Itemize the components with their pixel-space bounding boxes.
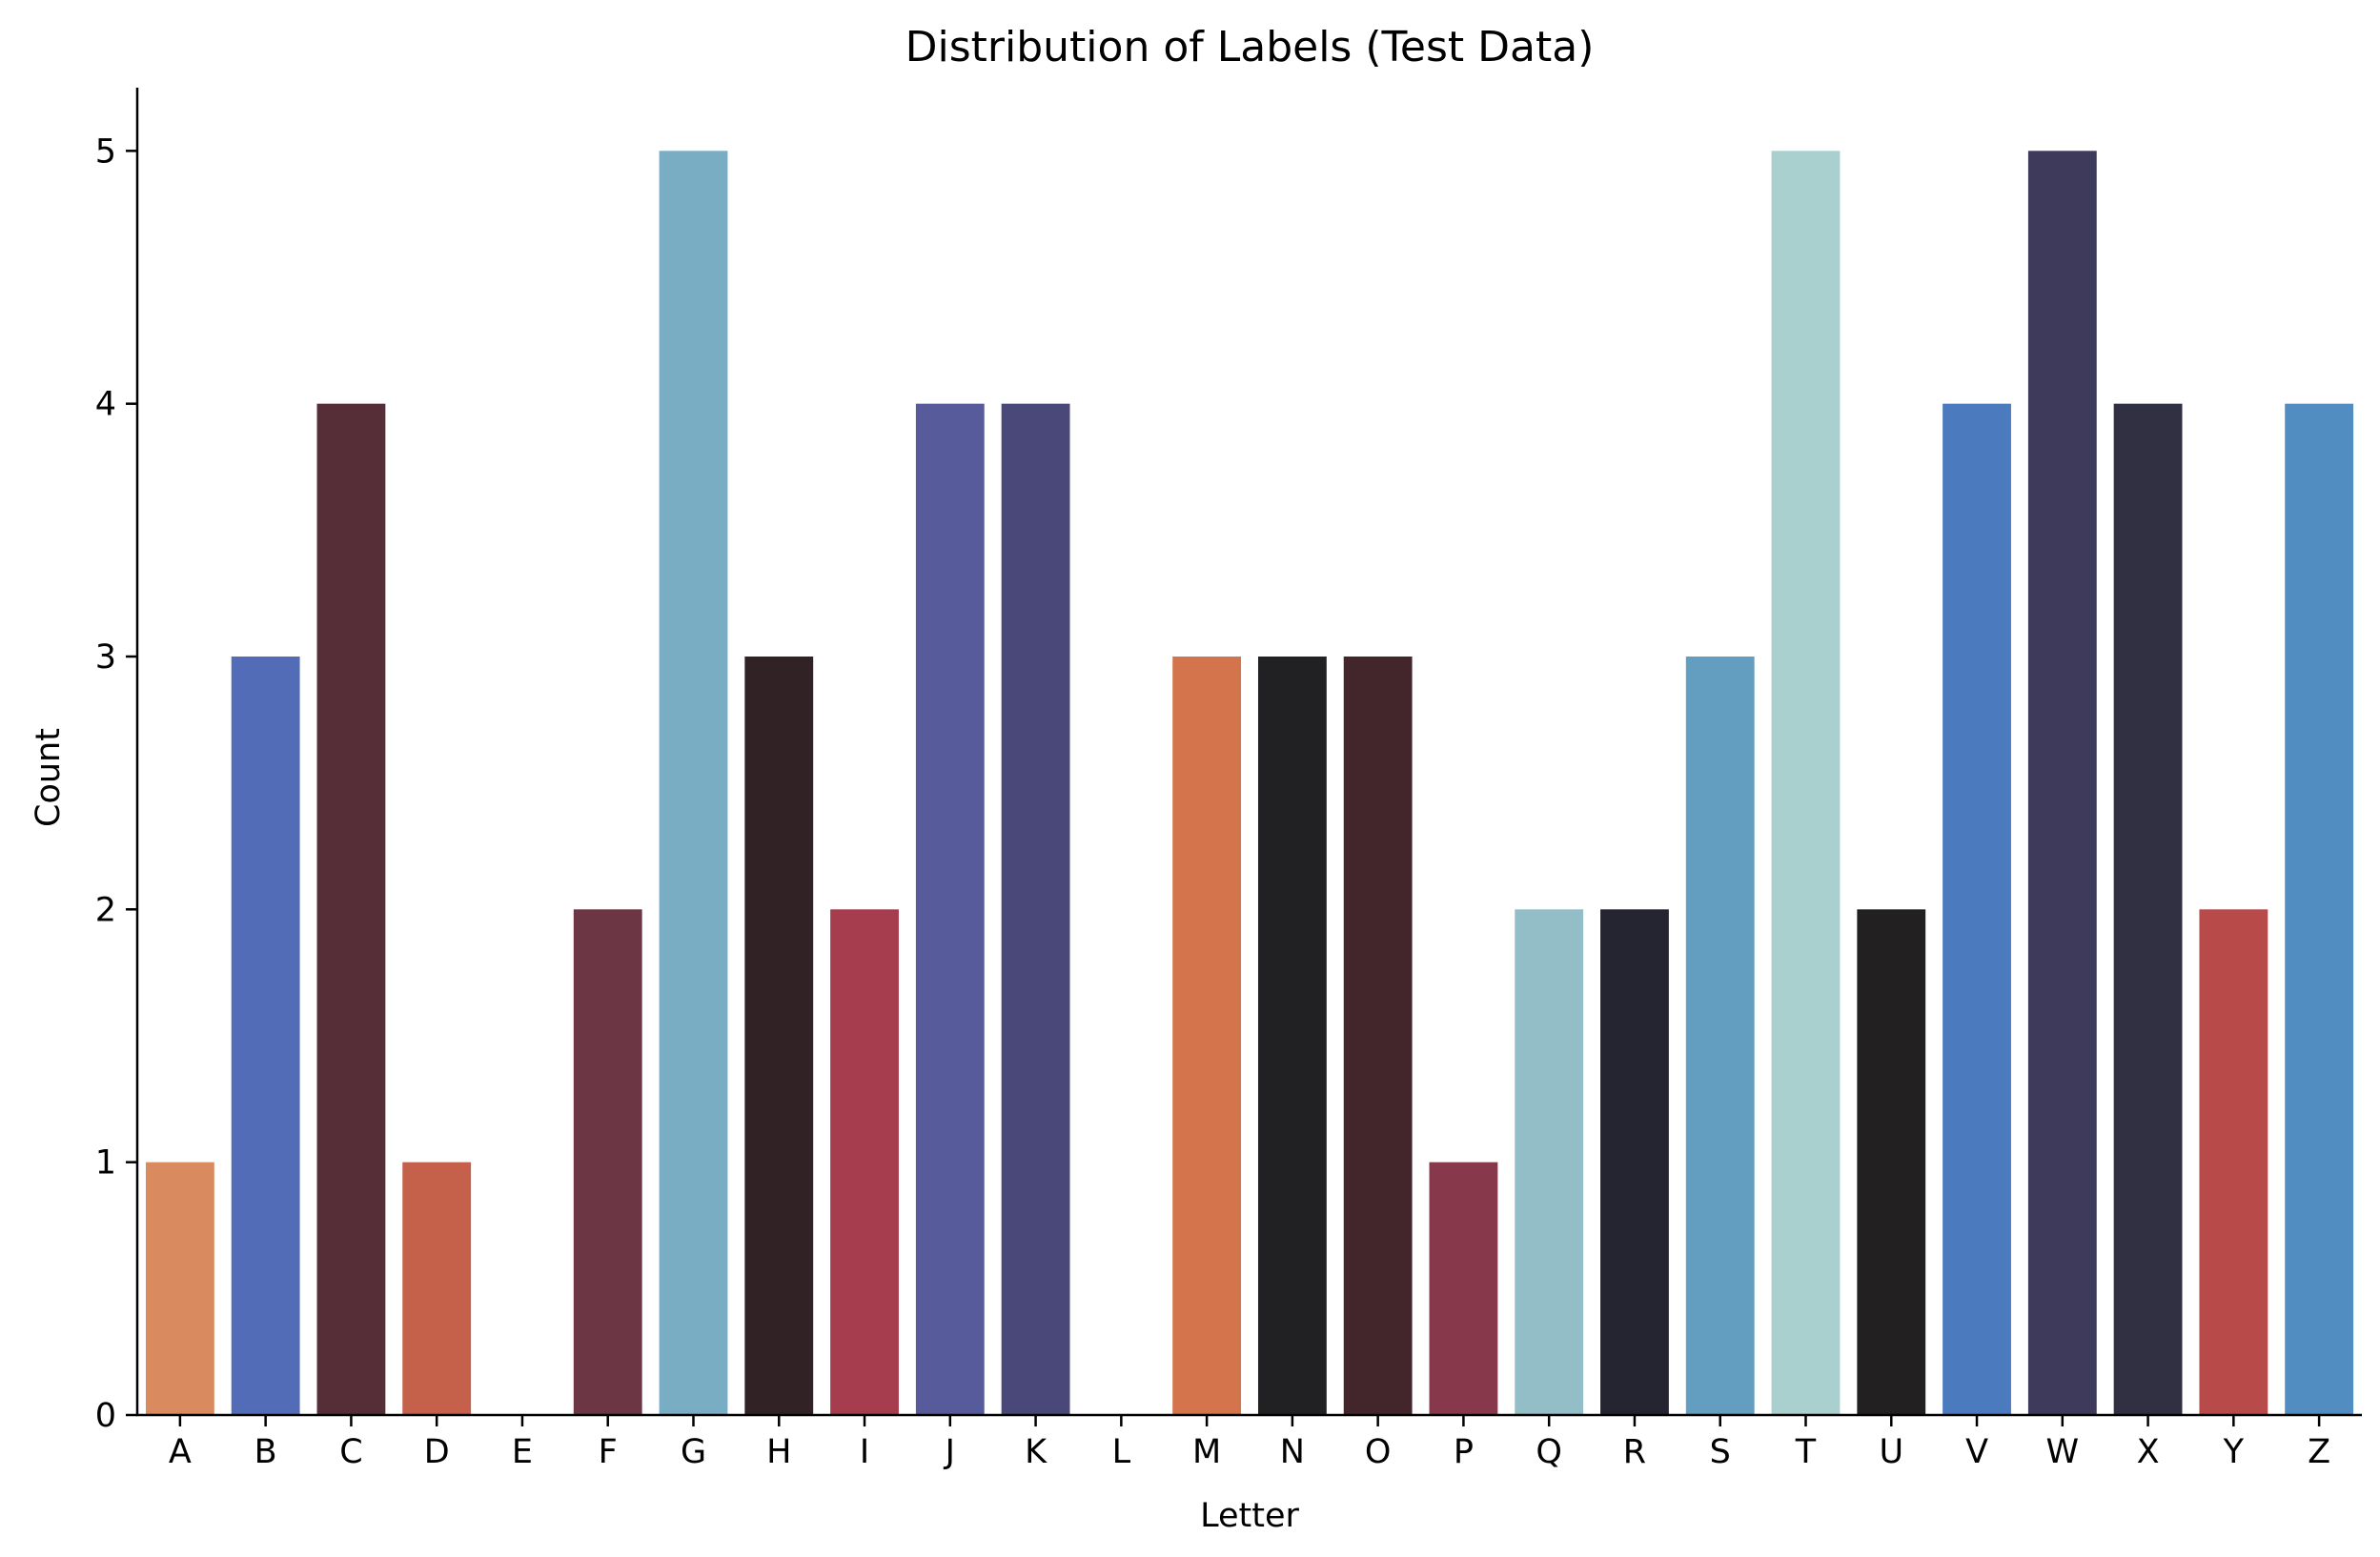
x-tick-label-S: S <box>1710 1433 1731 1471</box>
y-tick-label-3: 3 <box>95 638 116 677</box>
y-axis-label: Count <box>30 728 68 827</box>
bar-A <box>145 1162 214 1415</box>
y-tick-label-4: 4 <box>95 386 116 424</box>
bars-group <box>145 151 2354 1416</box>
x-tick-label-J: J <box>944 1433 955 1471</box>
bar-G <box>659 151 728 1416</box>
x-tick-label-P: P <box>1454 1433 1474 1471</box>
x-tick-label-Q: Q <box>1536 1433 1562 1471</box>
x-tick-label-C: C <box>339 1433 362 1471</box>
x-tick-label-I: I <box>860 1433 869 1471</box>
x-tick-label-A: A <box>169 1433 192 1471</box>
x-axis-label: Letter <box>1200 1497 1299 1535</box>
x-tick-label-K: K <box>1025 1433 1048 1471</box>
bar-D <box>402 1162 472 1415</box>
y-tick-label-0: 0 <box>95 1397 116 1435</box>
bar-Q <box>1515 909 1584 1415</box>
bar-K <box>1001 403 1070 1415</box>
bar-X <box>2113 403 2183 1415</box>
x-tick-label-O: O <box>1365 1433 1392 1471</box>
y-tick-label-1: 1 <box>95 1144 116 1183</box>
x-tick-label-W: W <box>2046 1433 2080 1471</box>
bar-R <box>1600 909 1669 1415</box>
x-tick-label-E: E <box>512 1433 533 1471</box>
bar-P <box>1429 1162 1498 1415</box>
bar-H <box>744 657 814 1415</box>
bar-M <box>1172 657 1242 1415</box>
bar-T <box>1771 151 1841 1416</box>
x-tick-label-L: L <box>1112 1433 1131 1471</box>
x-tick-label-G: G <box>681 1433 706 1471</box>
x-tick-label-Y: Y <box>2223 1433 2245 1471</box>
y-axis-ticks: 0 1 2 3 4 5 <box>95 132 137 1435</box>
x-tick-label-Z: Z <box>2308 1433 2330 1471</box>
bar-F <box>573 909 642 1415</box>
x-tick-label-B: B <box>254 1433 277 1471</box>
y-tick-label-5: 5 <box>95 132 116 171</box>
bar-N <box>1257 657 1327 1415</box>
x-tick-label-V: V <box>1965 1433 1988 1471</box>
x-axis-ticks: A B C D E F G H I J K L M N O P Q R S T U V W X Y Z <box>169 1415 2330 1471</box>
x-tick-label-M: M <box>1192 1433 1221 1471</box>
x-tick-label-R: R <box>1623 1433 1646 1471</box>
x-tick-label-T: T <box>1795 1433 1817 1471</box>
bar-S <box>1685 657 1755 1415</box>
x-tick-label-H: H <box>766 1433 791 1471</box>
bar-B <box>231 657 300 1415</box>
bar-Z <box>2285 403 2354 1415</box>
bar-J <box>915 403 985 1415</box>
bar-V <box>1943 403 2011 1415</box>
bar-U <box>1857 909 1926 1415</box>
x-tick-label-F: F <box>599 1433 618 1471</box>
chart-title: Distribution of Labels (Test Data) <box>905 23 1595 71</box>
x-tick-label-X: X <box>2137 1433 2160 1471</box>
bar-W <box>2027 151 2097 1416</box>
bar-O <box>1343 657 1413 1415</box>
y-tick-label-2: 2 <box>95 891 116 929</box>
bar-C <box>316 403 386 1415</box>
x-tick-label-U: U <box>1879 1433 1903 1471</box>
x-tick-label-N: N <box>1280 1433 1305 1471</box>
bar-Y <box>2199 909 2268 1415</box>
x-tick-label-D: D <box>424 1433 450 1471</box>
bar-I <box>830 909 899 1415</box>
